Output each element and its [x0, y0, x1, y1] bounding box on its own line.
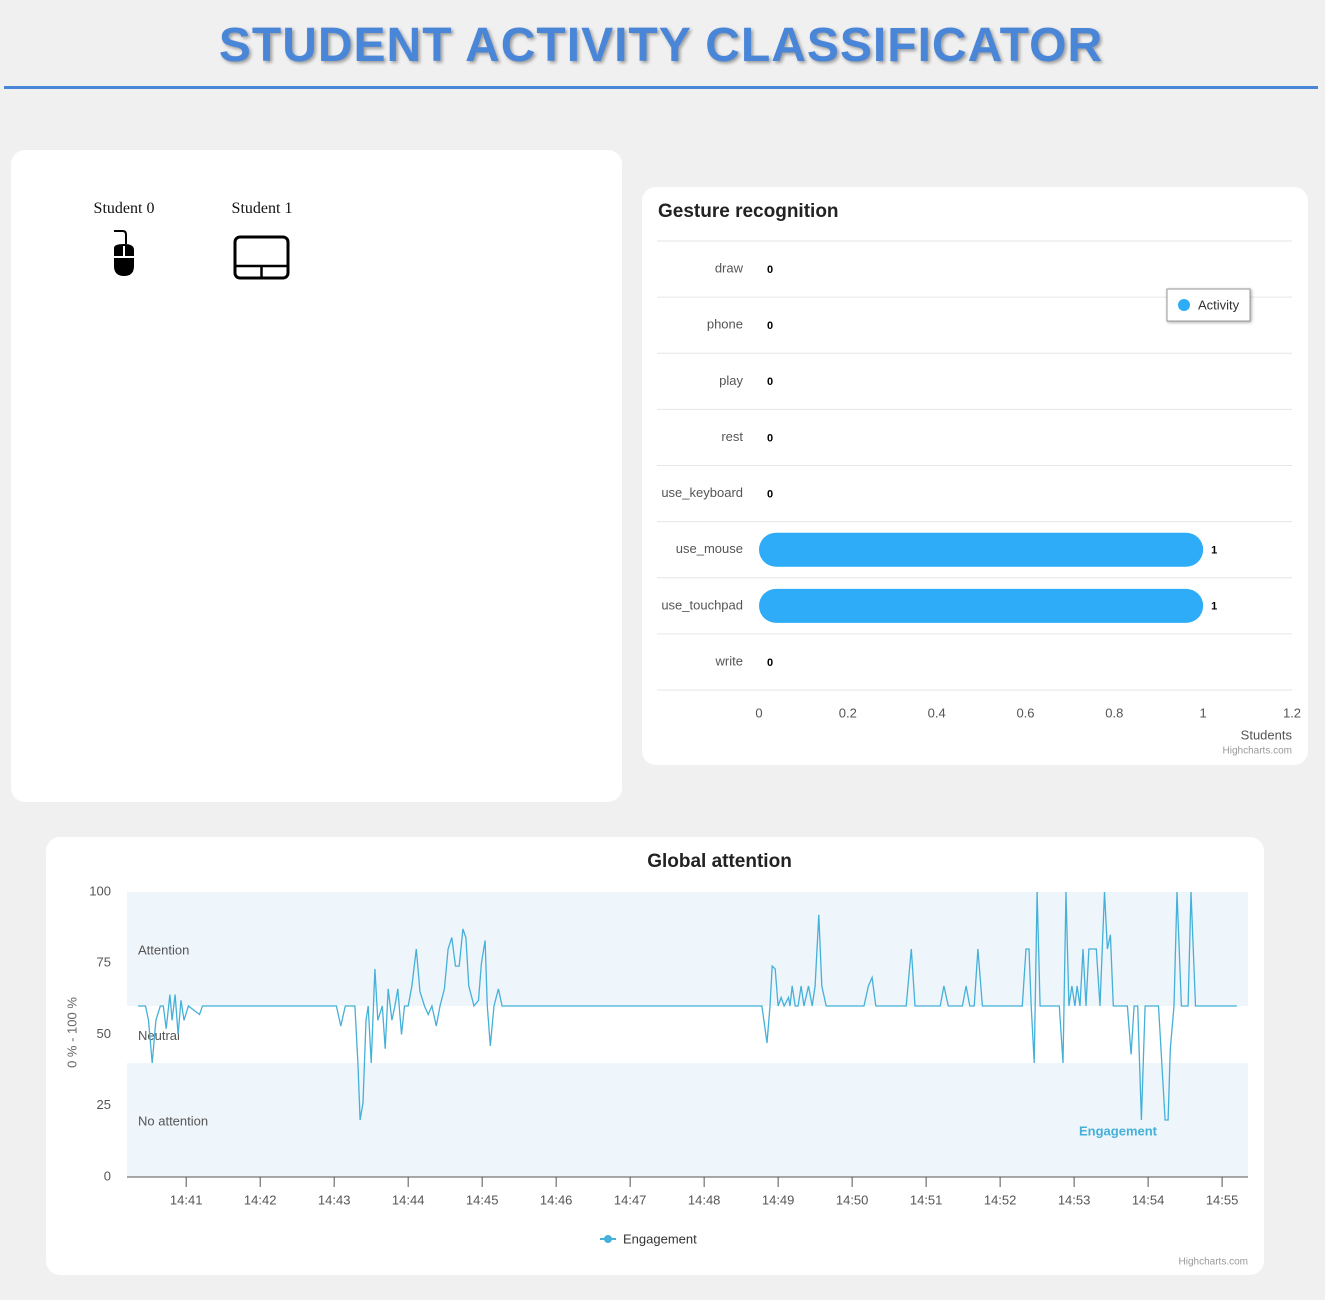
- x-tick-label: 1: [1200, 705, 1207, 720]
- data-label: 0: [767, 488, 773, 500]
- y-tick-label: use_mouse: [676, 541, 743, 556]
- y-tick-label: 25: [97, 1097, 111, 1112]
- x-tick-label: 14:54: [1132, 1192, 1165, 1207]
- y-tick-label: 75: [97, 955, 111, 970]
- mouse-icon: [114, 230, 134, 276]
- x-tick-label: 14:55: [1206, 1192, 1239, 1207]
- y-tick-label: phone: [707, 317, 743, 332]
- bar: [759, 532, 1204, 567]
- x-tick-label: 14:45: [466, 1192, 499, 1207]
- y-axis-title: 0 % - 100 %: [64, 997, 79, 1068]
- x-tick-label: 0.4: [928, 705, 946, 720]
- y-tick-label: 0: [104, 1168, 111, 1183]
- y-tick-label: write: [715, 653, 743, 668]
- x-tick-label: 14:42: [244, 1192, 277, 1207]
- x-tick-label: 0.2: [839, 705, 857, 720]
- student-label: Student 0: [93, 200, 155, 217]
- bar: [759, 588, 1204, 623]
- x-tick-label: 0.8: [1105, 705, 1123, 720]
- x-tick-label: 14:43: [318, 1192, 351, 1207]
- y-tick-label: play: [719, 373, 743, 388]
- plot-band-label: No attention: [138, 1113, 208, 1128]
- plot-band-label: Neutral: [138, 1028, 180, 1043]
- x-axis-title: Students: [1241, 727, 1293, 742]
- legend-label: Engagement: [623, 1231, 697, 1246]
- students-panel: Student 0 Student 1: [11, 150, 622, 802]
- credits: Highcharts.com: [1223, 746, 1292, 757]
- y-tick-label: use_touchpad: [661, 597, 743, 612]
- page-title: STUDENT ACTIVITY CLASSIFICATOR: [218, 19, 1104, 72]
- data-label: 0: [767, 264, 773, 276]
- y-tick-label: draw: [715, 261, 744, 276]
- x-tick-label: 14:53: [1058, 1192, 1091, 1207]
- x-tick-label: 14:44: [392, 1192, 425, 1207]
- series-label: Engagement: [1079, 1123, 1158, 1138]
- data-label: 0: [767, 657, 773, 669]
- student-label: Student 1: [231, 200, 293, 217]
- x-tick-label: 1.2: [1283, 705, 1301, 720]
- legend-marker: [604, 1235, 612, 1243]
- chart-title: Gesture recognition: [658, 201, 839, 222]
- y-tick-label: use_keyboard: [661, 485, 743, 500]
- plot-band: [127, 892, 1248, 1006]
- x-tick-label: 14:41: [170, 1192, 203, 1207]
- header: STUDENT ACTIVITY CLASSIFICATOR: [4, 0, 1318, 89]
- credits: Highcharts.com: [1179, 1257, 1248, 1268]
- student-card[interactable]: Student 0: [64, 200, 184, 282]
- plot-band-label: Attention: [138, 942, 189, 957]
- y-tick-label: 50: [97, 1026, 111, 1041]
- legend-label: Activity: [1198, 297, 1240, 312]
- data-label: 0: [767, 376, 773, 388]
- student-card[interactable]: Student 1: [202, 200, 322, 282]
- plot-band: [127, 1063, 1248, 1177]
- data-label: 0: [767, 432, 773, 444]
- x-tick-label: 14:49: [762, 1192, 795, 1207]
- chart-title: Global attention: [647, 851, 792, 872]
- x-tick-label: 14:51: [910, 1192, 943, 1207]
- data-label: 0: [767, 320, 773, 332]
- x-tick-label: 14:50: [836, 1192, 869, 1207]
- x-tick-label: 14:47: [614, 1192, 647, 1207]
- line-series: [138, 891, 1237, 1121]
- y-tick-label: 100: [89, 883, 111, 898]
- x-tick-label: 14:48: [688, 1192, 721, 1207]
- x-tick-label: 0: [755, 705, 762, 720]
- data-label: 1: [1211, 601, 1217, 613]
- data-label: 1: [1211, 545, 1217, 557]
- touchpad-icon: [233, 235, 290, 280]
- plot-band: [127, 1006, 1248, 1063]
- gesture-panel: [642, 187, 1308, 765]
- legend-marker: [1178, 299, 1190, 311]
- x-tick-label: 14:46: [540, 1192, 573, 1207]
- y-tick-label: rest: [721, 429, 743, 444]
- x-tick-label: 0.6: [1016, 705, 1034, 720]
- x-tick-label: 14:52: [984, 1192, 1017, 1207]
